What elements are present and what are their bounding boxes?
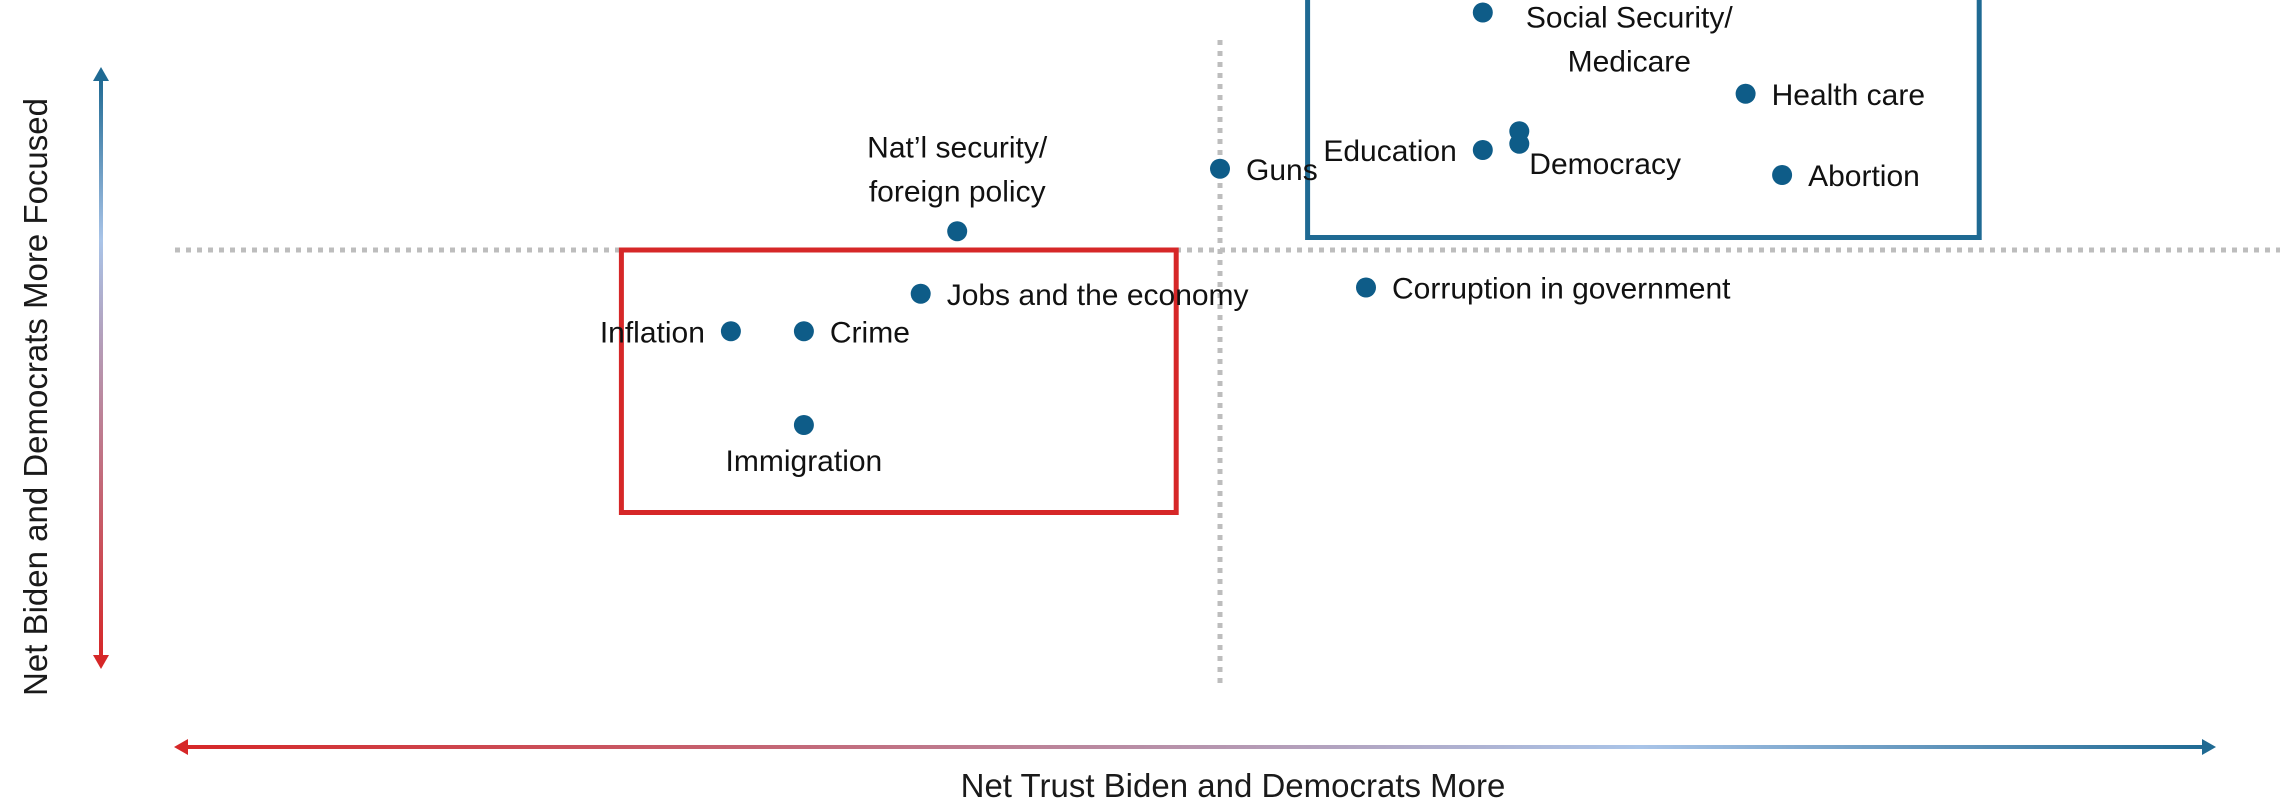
- x-axis-arrowhead-right: [2202, 739, 2216, 755]
- label-crime: Crime: [830, 316, 910, 349]
- point-nat-l-security-foreign-policy: [947, 221, 968, 242]
- point-abortion: [1772, 165, 1793, 185]
- label-nat-l-security-foreign-policy: Nat’l security/foreign policy: [867, 131, 1048, 208]
- point-corruption-in-government: [1356, 277, 1376, 298]
- label-democracy: Democracy: [1529, 148, 1681, 181]
- label-education: Education: [1323, 135, 1456, 168]
- label-jobs-and-the-economy: Jobs and the economy: [947, 279, 1249, 312]
- point-democracy: [1509, 133, 1530, 154]
- point-crime: [793, 321, 814, 342]
- point-education: [1472, 140, 1493, 160]
- red-box: [618, 247, 1179, 515]
- point-guns: [1210, 158, 1230, 179]
- y-axis-arrowhead-top: [93, 67, 109, 81]
- point-immigration: [793, 415, 814, 435]
- label-immigration: Immigration: [726, 445, 883, 478]
- label-corruption-in-government: Corruption in government: [1392, 273, 1731, 306]
- point-health-care: [1735, 83, 1756, 104]
- data-points: Student loansClimate change & environmen…: [600, 1, 1925, 478]
- label-inflation: Inflation: [600, 316, 705, 349]
- x-axis-arrowhead-left: [174, 739, 188, 755]
- blue-box: [1305, 0, 1982, 240]
- x-axis-arrow: [174, 739, 2216, 755]
- y-axis-title: Net Biden and Democrats More Focused: [17, 98, 54, 696]
- y-axis-gradient-bar: [99, 78, 103, 658]
- label-social-security-medicare: Social Security/Medicare: [1526, 1, 1733, 78]
- highlight-boxes: [618, 0, 1982, 515]
- y-axis-arrow: [93, 67, 109, 669]
- label-abortion: Abortion: [1808, 160, 1920, 193]
- x-axis-gradient-bar: [185, 745, 2205, 749]
- label-guns: Guns: [1246, 154, 1318, 187]
- x-axis-title: Net Trust Biden and Democrats More: [961, 767, 1506, 802]
- point-the-coronavirus-pandemic: [1472, 2, 1493, 23]
- quadrant-dividers: [175, 40, 2280, 683]
- y-axis-arrowhead-bottom: [93, 655, 109, 669]
- label-health-care: Health care: [1772, 79, 1925, 112]
- point-jobs-and-the-economy: [910, 283, 931, 304]
- point-inflation: [720, 321, 741, 342]
